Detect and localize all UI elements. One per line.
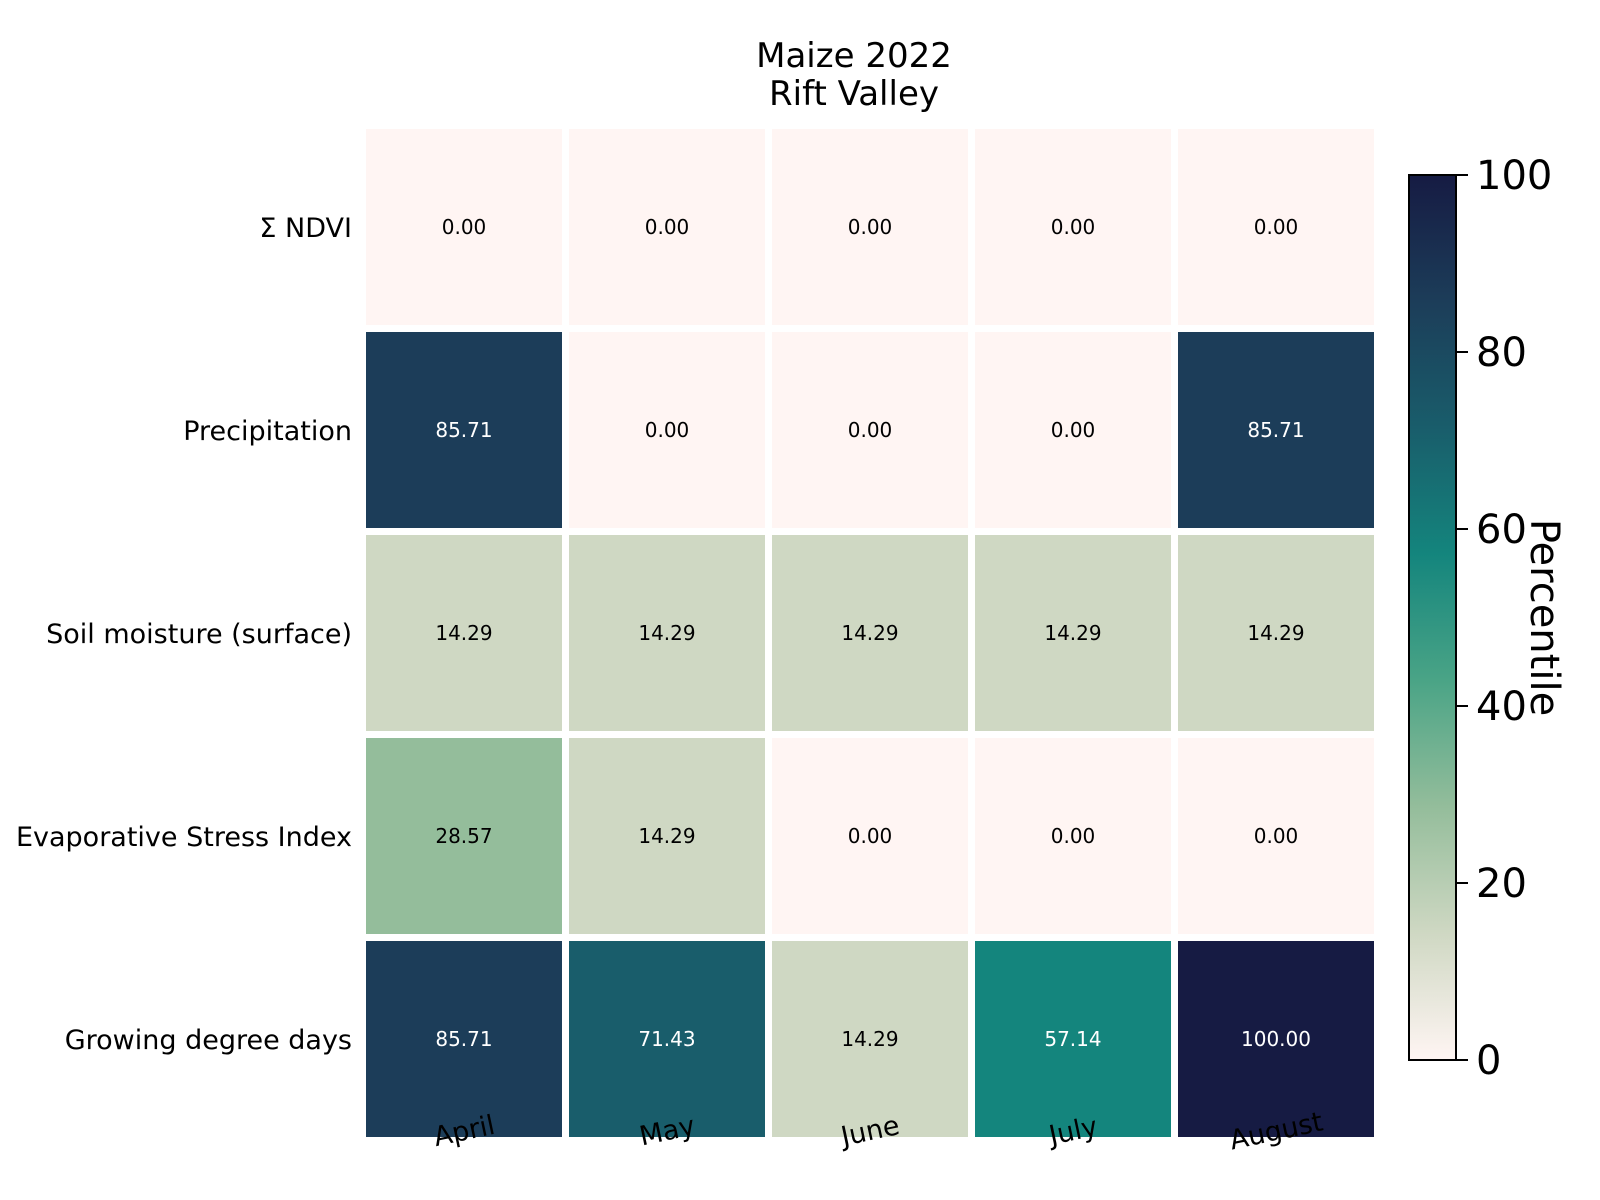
- heatmap-cell-evaporative-stress-index-august: [1178, 738, 1374, 934]
- data-label-evaporative-stress-index-august: 0.00: [1254, 824, 1299, 848]
- data-label-growing-degree-days-june: 14.29: [841, 1027, 898, 1051]
- heatmap-cells: 0.00 0.00 0.00 0.00 0.00 85.71 0.00 0.00 0.00 85.…: [366, 129, 1374, 1137]
- data-label-ndvi-august: 0.00: [1254, 215, 1299, 239]
- chart-title-line-1: Maize 2022: [756, 36, 952, 76]
- data-label-soil-moisture-surface-june: 14.29: [841, 621, 898, 645]
- data-label-soil-moisture-surface-april: 14.29: [435, 621, 492, 645]
- data-label-precipitation-july: 0.00: [1051, 418, 1096, 442]
- colorbar-tick-label-60: 60: [1476, 507, 1527, 553]
- data-label-precipitation-may: 0.00: [645, 418, 690, 442]
- data-label-precipitation-april: 85.71: [435, 418, 492, 442]
- data-label-precipitation-august: 85.71: [1247, 418, 1304, 442]
- colorbar-axis-label: Percentile: [1521, 519, 1567, 716]
- data-label-ndvi-july: 0.00: [1051, 215, 1096, 239]
- heatmap-cell-soil-moisture-surface-april: [366, 535, 562, 731]
- heatmap-cell-evaporative-stress-index-april: [366, 738, 562, 934]
- heatmap-cell-growing-degree-days-may: [569, 941, 765, 1137]
- heatmap-cell-soil-moisture-surface-august: [1178, 535, 1374, 731]
- colorbar-tick-label-20: 20: [1476, 861, 1527, 907]
- heatmap-cell-growing-degree-days-june: [772, 941, 968, 1137]
- data-label-ndvi-may: 0.00: [645, 215, 690, 239]
- row-label-ndvi: Σ NDVI: [259, 213, 352, 244]
- row-labels: Σ NDVI Precipitation Soil moisture (surfac…: [16, 213, 352, 1056]
- data-label-ndvi-april: 0.00: [442, 215, 487, 239]
- data-label-evaporative-stress-index-july: 0.00: [1051, 824, 1096, 848]
- heatmap-cell-ndvi-may: [569, 129, 765, 325]
- heatmap-cell-precipitation-august: [1178, 332, 1374, 528]
- colorbar-tick-label-80: 80: [1476, 330, 1527, 376]
- data-label-ndvi-june: 0.00: [848, 215, 893, 239]
- heatmap-cell-evaporative-stress-index-june: [772, 738, 968, 934]
- data-label-precipitation-june: 0.00: [848, 418, 893, 442]
- row-label-soil-moisture-surface: Soil moisture (surface): [46, 619, 352, 650]
- data-label-growing-degree-days-april: 85.71: [435, 1027, 492, 1051]
- heatmap-cell-precipitation-july: [975, 332, 1171, 528]
- heatmap-cell-precipitation-april: [366, 332, 562, 528]
- colorbar-gradient: [1408, 174, 1457, 1061]
- data-label-evaporative-stress-index-april: 28.57: [435, 824, 492, 848]
- heatmap-cell-growing-degree-days-august: [1178, 941, 1374, 1137]
- heatmap-cell-ndvi-april: [366, 129, 562, 325]
- colorbar-tick-label-0: 0: [1476, 1038, 1501, 1084]
- heatmap-cell-evaporative-stress-index-may: [569, 738, 765, 934]
- data-label-soil-moisture-surface-may: 14.29: [638, 621, 695, 645]
- heatmap-cell-precipitation-may: [569, 332, 765, 528]
- data-label-growing-degree-days-may: 71.43: [638, 1027, 695, 1051]
- chart-title-line-2: Rift Valley: [769, 74, 939, 114]
- heatmap-cell-ndvi-august: [1178, 129, 1374, 325]
- heatmap-cell-ndvi-june: [772, 129, 968, 325]
- heatmap-cell-evaporative-stress-index-july: [975, 738, 1171, 934]
- row-label-precipitation: Precipitation: [183, 416, 352, 447]
- data-label-evaporative-stress-index-june: 0.00: [848, 824, 893, 848]
- data-label-evaporative-stress-index-may: 14.29: [638, 824, 695, 848]
- heatmap-cell-precipitation-june: [772, 332, 968, 528]
- colorbar: 0 20 40 60 80 100 Percentile: [1408, 153, 1567, 1084]
- data-label-growing-degree-days-august: 100.00: [1241, 1027, 1311, 1051]
- heatmap-cell-soil-moisture-surface-june: [772, 535, 968, 731]
- row-label-evaporative-stress-index: Evaporative Stress Index: [16, 822, 352, 853]
- data-label-growing-degree-days-july: 57.14: [1044, 1027, 1101, 1051]
- data-label-soil-moisture-surface-august: 14.29: [1247, 621, 1304, 645]
- heatmap-cell-ndvi-july: [975, 129, 1171, 325]
- heatmap-cell-soil-moisture-surface-july: [975, 535, 1171, 731]
- data-label-soil-moisture-surface-july: 14.29: [1044, 621, 1101, 645]
- colorbar-tick-label-40: 40: [1476, 684, 1527, 730]
- row-label-growing-degree-days: Growing degree days: [65, 1025, 352, 1056]
- heatmap-cell-growing-degree-days-april: [366, 941, 562, 1137]
- colorbar-tick-label-100: 100: [1476, 153, 1552, 199]
- heatmap-cell-soil-moisture-surface-may: [569, 535, 765, 731]
- heatmap-cell-growing-degree-days-july: [975, 941, 1171, 1137]
